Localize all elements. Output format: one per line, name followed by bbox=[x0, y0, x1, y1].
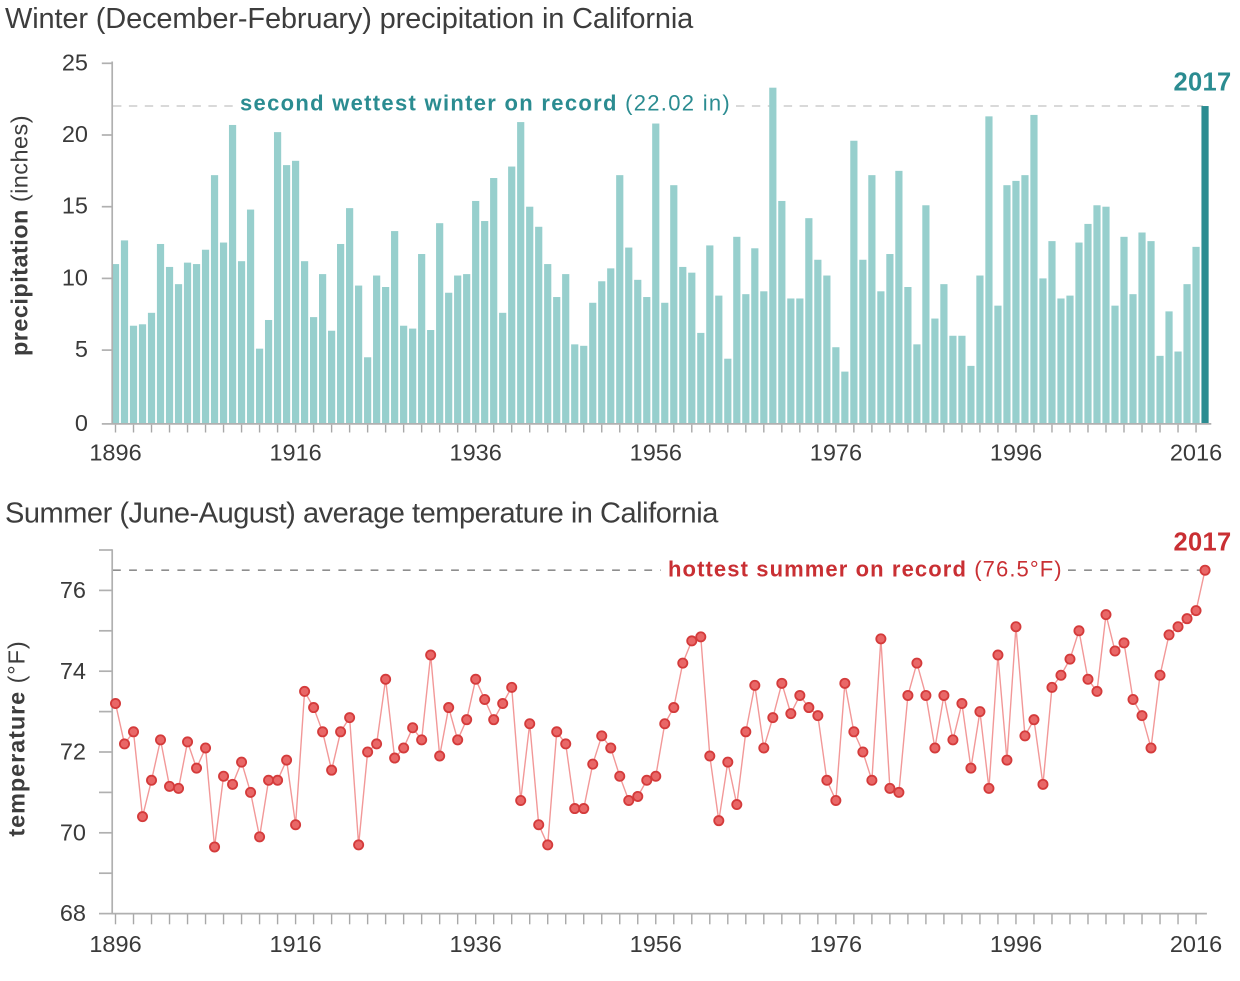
svg-text:1976: 1976 bbox=[810, 440, 862, 466]
svg-text:1916: 1916 bbox=[269, 440, 321, 466]
svg-text:70: 70 bbox=[60, 819, 86, 845]
svg-text:2017: 2017 bbox=[1174, 69, 1232, 97]
svg-text:1956: 1956 bbox=[630, 931, 682, 957]
svg-text:25: 25 bbox=[62, 49, 88, 75]
svg-text:1936: 1936 bbox=[450, 440, 502, 466]
svg-text:20: 20 bbox=[62, 121, 88, 147]
svg-text:68: 68 bbox=[60, 900, 86, 926]
svg-text:72: 72 bbox=[60, 739, 86, 765]
svg-text:2016: 2016 bbox=[1170, 931, 1222, 957]
svg-text:1996: 1996 bbox=[990, 931, 1042, 957]
svg-text:temperature (°F): temperature (°F) bbox=[4, 640, 30, 836]
svg-text:1896: 1896 bbox=[89, 440, 141, 466]
svg-text:74: 74 bbox=[60, 658, 86, 684]
svg-text:Summer (June-August) average t: Summer (June-August) average temperature… bbox=[5, 497, 719, 529]
svg-text:0: 0 bbox=[75, 410, 88, 436]
svg-text:1916: 1916 bbox=[269, 931, 321, 957]
svg-text:2016: 2016 bbox=[1170, 440, 1222, 466]
svg-text:5: 5 bbox=[75, 336, 88, 362]
svg-text:1956: 1956 bbox=[630, 440, 682, 466]
svg-text:15: 15 bbox=[62, 193, 88, 219]
svg-text:second wettest winter on recor: second wettest winter on record (22.02 i… bbox=[240, 91, 731, 116]
svg-text:1976: 1976 bbox=[810, 931, 862, 957]
svg-text:1936: 1936 bbox=[450, 931, 502, 957]
svg-text:1996: 1996 bbox=[990, 440, 1042, 466]
svg-text:precipitation (inches): precipitation (inches) bbox=[7, 115, 33, 356]
svg-text:76: 76 bbox=[60, 577, 86, 603]
svg-text:1896: 1896 bbox=[89, 931, 141, 957]
svg-text:2017: 2017 bbox=[1174, 529, 1232, 557]
svg-text:Winter (December-February) pre: Winter (December-February) precipitation… bbox=[5, 3, 694, 35]
svg-text:hottest summer on record (76.5: hottest summer on record (76.5°F) bbox=[668, 557, 1063, 582]
svg-text:10: 10 bbox=[62, 264, 88, 290]
